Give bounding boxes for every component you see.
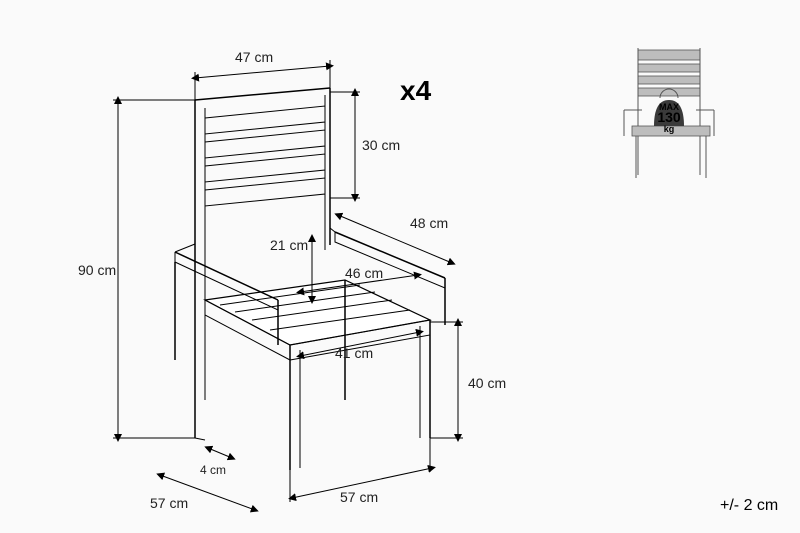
dim-seat-inner: 41 cm [335, 345, 373, 361]
dim-leg-thickness: 4 cm [200, 463, 226, 477]
dim-armrest-height: 21 cm [270, 237, 308, 253]
capacity-unit: kg [664, 124, 675, 134]
tolerance-note: +/- 2 cm [720, 497, 778, 514]
dim-back-width: 47 cm [235, 49, 273, 65]
dim-total-height: 90 cm [78, 262, 116, 278]
capacity-illustration: MAX 130 kg [624, 48, 714, 178]
dim-arm-to-seat: 48 cm [410, 215, 448, 231]
dim-depth-left: 57 cm [150, 495, 188, 511]
dimension-diagram: 47 cm 30 cm 48 cm 21 cm 46 cm 41 cm 40 c… [0, 0, 800, 533]
quantity-label: x4 [400, 75, 432, 106]
dim-back-height: 30 cm [362, 137, 400, 153]
dim-seat-height: 40 cm [468, 375, 506, 391]
capacity-value: 130 [657, 109, 681, 125]
dim-depth-front: 57 cm [340, 489, 378, 505]
dim-seat-width: 46 cm [345, 265, 383, 281]
main-chair-drawing [175, 88, 445, 470]
dimension-annotations: 47 cm 30 cm 48 cm 21 cm 46 cm 41 cm 40 c… [78, 49, 506, 511]
